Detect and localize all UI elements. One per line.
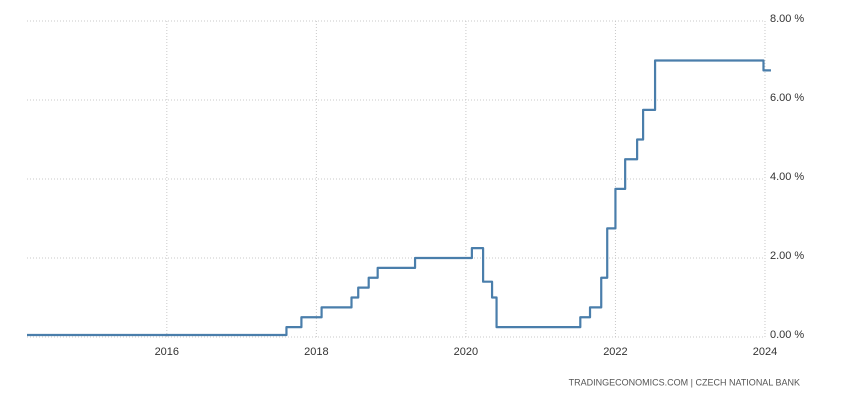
- line: [27, 59, 771, 337]
- x-tick-label: 2020: [454, 346, 478, 358]
- y-tick-label: 8.00 %: [770, 13, 804, 25]
- y-tick-label: 6.00 %: [770, 92, 804, 104]
- x-tick-label: 2018: [304, 346, 328, 358]
- y-tick-label: 4.00 %: [770, 171, 804, 183]
- y-tick-label: 2.00 %: [770, 250, 804, 262]
- y-tick-label: 0.00 %: [770, 329, 804, 341]
- x-tick-label: 2016: [155, 346, 179, 358]
- source: TRADINGECONOMICS.COM | CZECH NATIONAL BA…: [569, 377, 800, 387]
- x-tick-label: 2024: [753, 346, 777, 358]
- x-tick-label: 2022: [603, 346, 627, 358]
